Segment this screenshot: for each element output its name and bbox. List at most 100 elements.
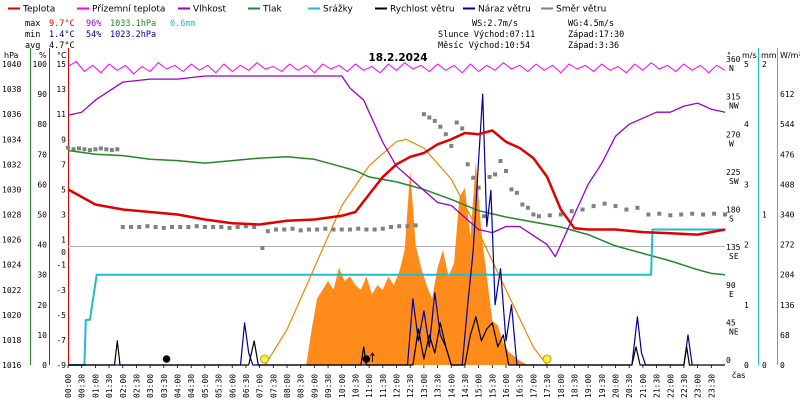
sun-moon-markers bbox=[162, 352, 552, 364]
x-tick-label: 23:30 bbox=[707, 374, 716, 398]
wind-direction-point bbox=[558, 212, 563, 217]
x-tick-label: 07:00 bbox=[256, 374, 265, 398]
x-tick-label: 05:00 bbox=[201, 374, 210, 398]
wind-direction-point bbox=[635, 205, 640, 210]
wind-direction-point bbox=[509, 187, 514, 192]
temp-tick-label: 1 bbox=[61, 236, 66, 245]
hpa-tick-label: 1016 bbox=[2, 361, 21, 370]
mm-tick-label: 0 bbox=[762, 361, 767, 370]
info-sun-set: Západ:17:30 bbox=[568, 30, 624, 40]
wind-direction-point bbox=[690, 211, 695, 216]
ms-tick-label: 0 bbox=[744, 361, 749, 370]
x-tick-label: 18:30 bbox=[570, 374, 579, 398]
legend-label-5: Rychlost větru bbox=[390, 5, 455, 15]
x-tick-label: 13:30 bbox=[434, 374, 443, 398]
info-sun-rise: Slunce Východ:07:11 bbox=[438, 30, 535, 40]
wind-direction-point bbox=[364, 227, 369, 232]
legend: Teplota Přízemní teplota Vlhkost Tlak Srážky… bbox=[8, 5, 606, 15]
x-tick-label: 02:00 bbox=[119, 374, 128, 398]
wind-direction-point bbox=[372, 227, 377, 232]
wind-direction-point bbox=[493, 172, 498, 177]
line-series bbox=[67, 61, 726, 366]
wm2-tick-label: 136 bbox=[780, 301, 795, 310]
wind-direction-point bbox=[170, 225, 174, 229]
wm2-tick-label: 544 bbox=[780, 120, 795, 129]
humidity-line bbox=[67, 75, 726, 258]
wm2-tick-label: 0 bbox=[780, 361, 785, 370]
dir-tick-compass: S bbox=[729, 215, 734, 224]
x-tick-label: 11:30 bbox=[379, 374, 388, 398]
dir-tick-number: 90 bbox=[726, 281, 736, 290]
legend-label-3: Tlak bbox=[262, 5, 283, 15]
hpa-tick-label: 1036 bbox=[2, 110, 21, 119]
wind-direction-point bbox=[306, 227, 311, 232]
wind-direction-point bbox=[520, 202, 525, 207]
moonrise-marker bbox=[362, 355, 371, 363]
dir-tick-number: 270 bbox=[726, 130, 741, 139]
x-tick-label: 14:00 bbox=[447, 374, 456, 398]
x-tick-label: 07:30 bbox=[269, 374, 278, 398]
wind-direction-point bbox=[569, 209, 574, 214]
x-tick-label: 08:00 bbox=[283, 374, 292, 398]
hpa-tick-label: 1034 bbox=[2, 135, 21, 144]
temp-tick-label: 15 bbox=[56, 60, 66, 69]
pct-tick-label: 60 bbox=[37, 180, 47, 189]
wind-direction-point bbox=[77, 146, 81, 151]
info-moon-rise: Měsíc Východ:10:54 bbox=[438, 41, 530, 51]
stat-max-label: max bbox=[25, 19, 40, 29]
x-tick-label: 21:00 bbox=[639, 374, 648, 398]
x-tick-label: 08:30 bbox=[297, 374, 306, 398]
x-tick-label: 10:00 bbox=[338, 374, 347, 398]
x-tick-label: 17:00 bbox=[529, 374, 538, 398]
wind-direction-point bbox=[252, 225, 257, 229]
wind-direction-point bbox=[476, 185, 481, 190]
wind-direction-series bbox=[66, 112, 727, 250]
wind-direction-point bbox=[613, 204, 618, 209]
wm2-tick-label: 68 bbox=[780, 331, 790, 340]
stat-max-temp: 9.7°C bbox=[49, 19, 75, 29]
wind-direction-point bbox=[331, 227, 336, 232]
x-tick-label: 22:00 bbox=[666, 374, 675, 398]
wind-direction-point bbox=[449, 143, 454, 148]
axis-label-time: čas bbox=[732, 370, 745, 380]
wind-direction-point bbox=[427, 115, 432, 120]
theoretical-sun-curve bbox=[264, 138, 548, 366]
temp-tick-label: -1 bbox=[56, 261, 66, 270]
wm2-tick-label: 204 bbox=[780, 271, 795, 280]
x-tick-label: 15:00 bbox=[475, 374, 484, 398]
x-tick-label: 02:30 bbox=[132, 374, 141, 398]
temp-zero-label: 0 bbox=[61, 248, 66, 257]
wind-direction-point bbox=[646, 212, 651, 217]
wind-direction-point bbox=[356, 226, 361, 231]
solar-radiation-area bbox=[68, 161, 725, 365]
temp-tick-label: 11 bbox=[56, 110, 66, 119]
hpa-tick-label: 1032 bbox=[2, 160, 21, 169]
wind-direction-point bbox=[145, 224, 150, 229]
wind-direction-point bbox=[274, 227, 278, 232]
wind-direction-point bbox=[87, 148, 92, 153]
axis-label-wm2: W/m² bbox=[780, 51, 800, 60]
x-tick-label: 19:00 bbox=[584, 374, 593, 398]
wind-direction-point bbox=[525, 205, 530, 210]
x-tick-label: 16:00 bbox=[502, 374, 511, 398]
wm2-tick-label: 272 bbox=[780, 241, 795, 250]
wind-direction-point bbox=[712, 211, 717, 216]
wind-direction-point bbox=[454, 120, 459, 125]
dir-tick-compass: NW bbox=[729, 102, 739, 111]
wind-direction-point bbox=[211, 225, 216, 229]
stats-block: max 9.7°C 96% 1033.1hPa 0.6mm min 1.4°C … bbox=[25, 19, 196, 51]
x-tick-label: 10:30 bbox=[351, 374, 360, 398]
ms-tick-label: 2 bbox=[744, 241, 749, 250]
stat-min-label: min bbox=[25, 30, 40, 40]
wind-direction-point bbox=[93, 147, 98, 152]
wind-direction-point bbox=[137, 225, 142, 229]
hpa-tick-label: 1018 bbox=[2, 336, 21, 345]
stat-min-temp: 1.4°C bbox=[49, 30, 75, 40]
dir-tick-compass: NE bbox=[729, 327, 739, 336]
wind-direction-point bbox=[504, 169, 508, 173]
temp-tick-label: 5 bbox=[61, 185, 66, 194]
x-tick-label: 21:30 bbox=[653, 374, 662, 398]
pct-tick-label: 50 bbox=[37, 211, 47, 220]
sunrise-marker bbox=[260, 354, 269, 364]
wind-direction-point bbox=[438, 124, 443, 129]
